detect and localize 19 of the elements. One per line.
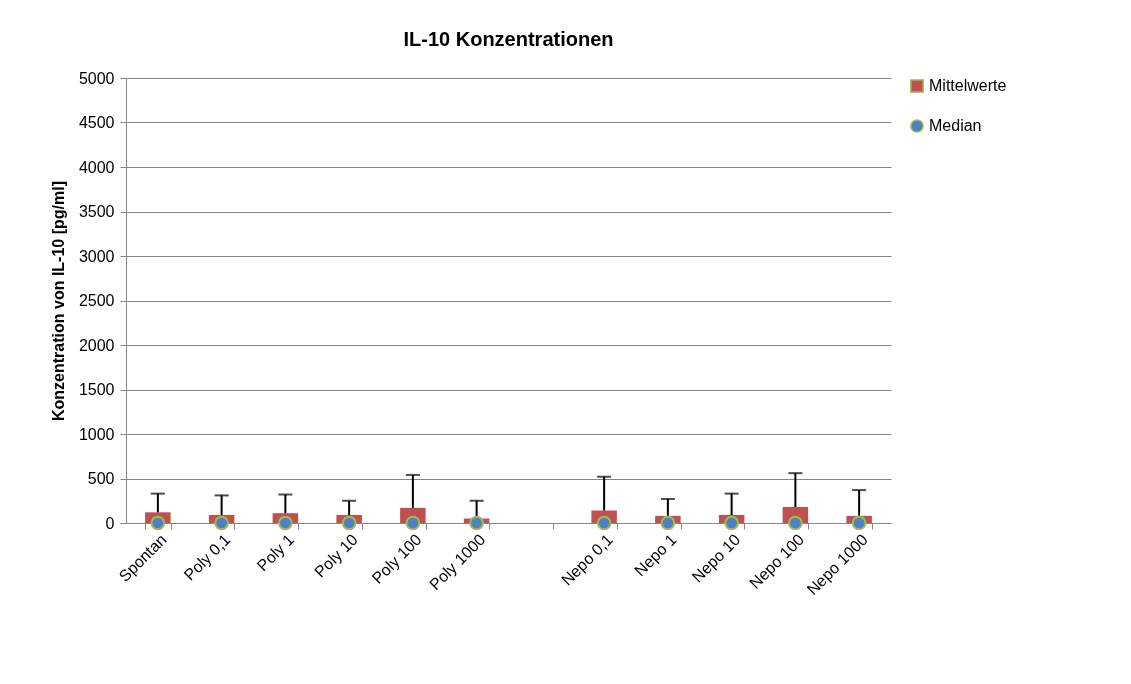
x-tick-label: Poly 10 <box>311 530 362 581</box>
y-tick-label: 2000 <box>78 336 115 354</box>
y-tick-label: 3000 <box>78 247 115 265</box>
y-tick-label: 2500 <box>78 292 115 309</box>
y-tick-label: 3500 <box>78 203 115 220</box>
legend-label: Median <box>929 117 982 134</box>
y-tick-label: 4000 <box>78 158 115 176</box>
chart-title: IL-10 Konzentrationen <box>403 28 614 50</box>
x-tick-label: Poly 100 <box>368 530 425 587</box>
y-tick-label: 1000 <box>78 425 115 443</box>
y-tick-label: 4500 <box>78 114 115 131</box>
y-tick-label: 500 <box>87 470 115 487</box>
y-axis-title: Konzentration von IL-10 [pg/ml] <box>49 181 67 421</box>
x-tick-label: Poly 1 <box>253 530 298 575</box>
legend-label: Mittelwerte <box>929 77 1007 94</box>
y-tick-label: 1500 <box>78 381 115 398</box>
y-tick-label: 0 <box>105 514 115 532</box>
y-tick-label: 5000 <box>78 69 115 87</box>
x-tick-label: Poly 0,1 <box>180 530 234 584</box>
